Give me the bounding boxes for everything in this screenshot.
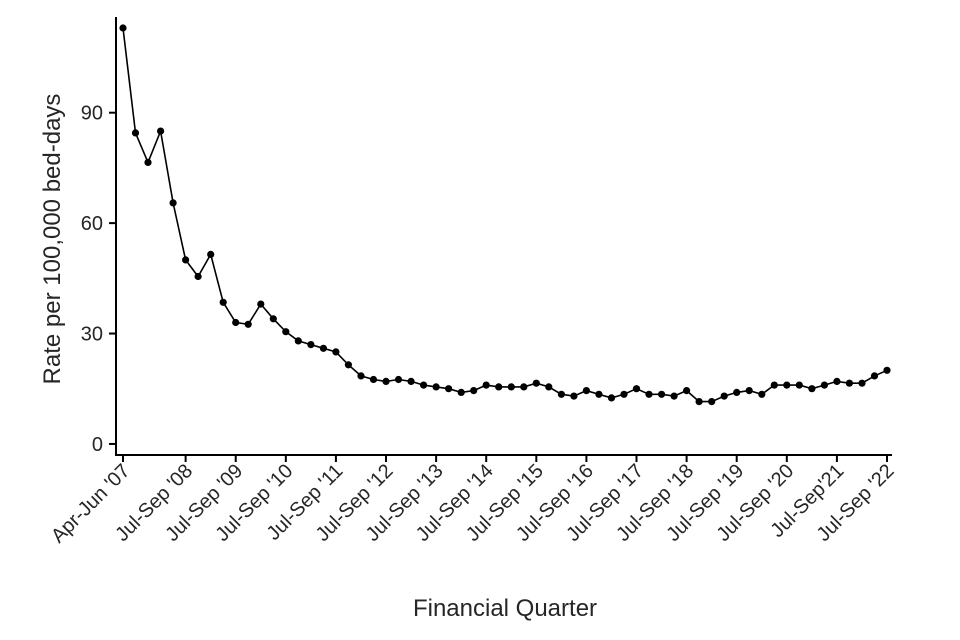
data-point — [745, 387, 753, 395]
data-point — [557, 390, 566, 398]
data-point — [733, 388, 741, 396]
data-point — [545, 383, 553, 391]
data-point — [232, 318, 240, 327]
data-point — [282, 328, 290, 336]
data-point — [883, 366, 891, 374]
data-point — [720, 392, 728, 400]
data-point — [670, 392, 678, 400]
data-point — [157, 127, 165, 135]
data-point — [470, 387, 478, 395]
data-point — [407, 377, 415, 385]
data-point — [357, 372, 365, 380]
data-point — [645, 390, 653, 398]
data-point — [382, 377, 390, 385]
data-point — [482, 381, 490, 389]
data-point — [394, 375, 403, 384]
y-axis: 0 30 60 90 — [81, 17, 117, 456]
data-point — [833, 377, 841, 385]
data-point — [269, 315, 277, 323]
data-point — [119, 24, 127, 32]
data-point — [369, 375, 378, 384]
y-axis-title: Rate per 100,000 bed-days — [39, 94, 66, 385]
data-point — [658, 390, 666, 398]
data-point — [820, 381, 829, 389]
data-point — [620, 390, 628, 398]
data-point — [420, 381, 428, 389]
data-point — [244, 320, 252, 328]
data-point — [858, 379, 866, 387]
data-point — [632, 385, 641, 393]
data-point — [294, 337, 302, 345]
data-point — [808, 385, 816, 393]
plot-area — [119, 24, 891, 406]
data-point — [307, 341, 315, 349]
data-point — [595, 390, 603, 398]
y-tick-label: 60 — [81, 213, 103, 235]
y-tick-label: 30 — [81, 324, 103, 346]
y-tick-label: 0 — [92, 434, 103, 456]
y-tick-label: 90 — [81, 103, 103, 125]
data-point — [870, 372, 879, 380]
data-point — [683, 387, 691, 395]
data-point — [570, 392, 578, 400]
data-point — [457, 388, 465, 396]
data-point — [344, 361, 352, 369]
data-point — [607, 394, 616, 402]
data-point — [795, 381, 803, 389]
data-point — [131, 129, 140, 137]
data-point — [845, 379, 854, 387]
data-point — [758, 390, 766, 398]
data-point — [194, 272, 202, 281]
data-point — [219, 298, 227, 306]
data-point — [532, 379, 540, 387]
data-point — [582, 387, 591, 395]
x-axis-title: Financial Quarter — [413, 595, 597, 622]
data-point — [169, 199, 177, 207]
data-point — [144, 158, 152, 166]
data-point — [332, 348, 340, 356]
data-point — [495, 383, 503, 391]
data-point — [432, 383, 440, 391]
data-point — [445, 385, 453, 393]
data-point — [708, 398, 716, 406]
data-point — [257, 300, 265, 308]
data-point — [520, 383, 528, 391]
data-point — [319, 344, 327, 352]
data-point — [182, 256, 190, 264]
data-point — [783, 381, 791, 389]
data-point — [207, 250, 215, 258]
data-point — [507, 383, 515, 391]
data-point — [695, 398, 703, 406]
series-line — [122, 27, 888, 403]
data-point — [770, 381, 778, 389]
